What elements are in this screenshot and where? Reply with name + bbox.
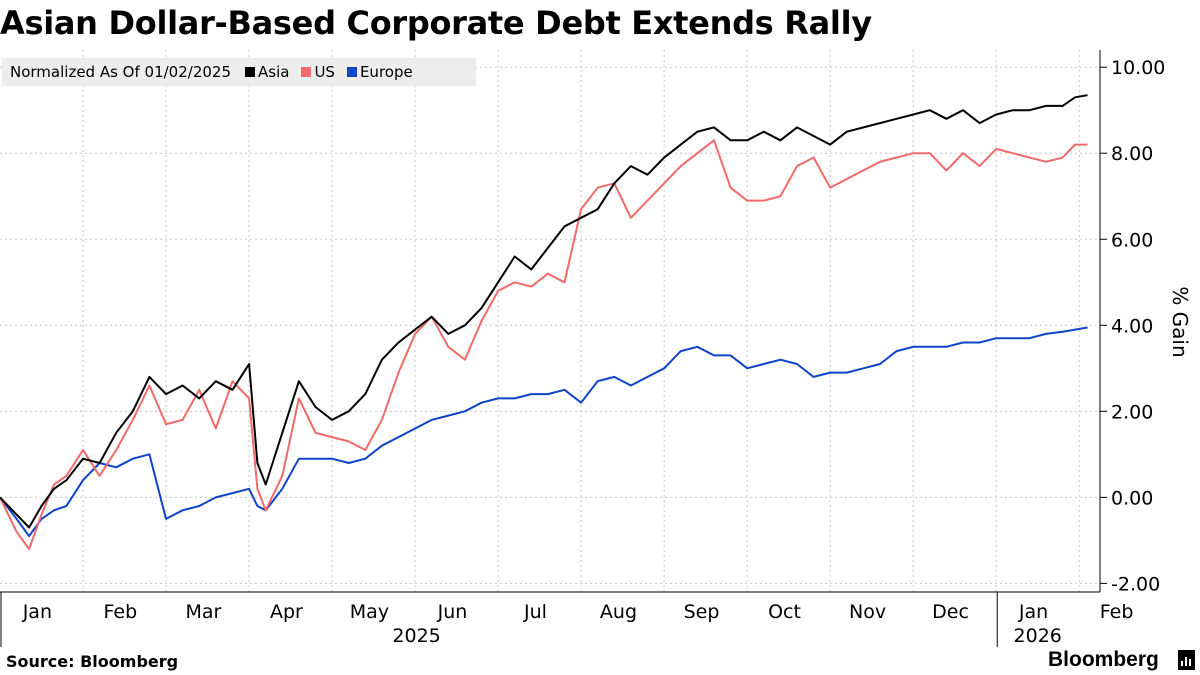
y-tick-label: 6.00 <box>1111 229 1153 251</box>
legend-item-us: US <box>301 63 335 81</box>
x-tick-label: Jan <box>22 601 52 623</box>
legend-item-asia: Asia <box>245 63 289 81</box>
bar-chart-icon <box>1178 650 1195 670</box>
x-tick-label: Oct <box>768 601 801 623</box>
series-line-us <box>0 139 1088 550</box>
series-line-europe <box>0 326 1088 538</box>
x-tick-label: Jan <box>1018 601 1048 623</box>
legend-text-us: US <box>314 63 335 81</box>
axes: 10.00 8.00 6.00 4.00 2.00 0.00 -2.00 Jan Feb Mar A… <box>0 50 1192 647</box>
y-tick-label: 10.00 <box>1111 57 1165 79</box>
legend: Normalized As Of 01/02/2025 Asia US Euro… <box>2 58 476 86</box>
x-tick-label: Sep <box>684 601 720 623</box>
legend-text-asia: Asia <box>258 63 290 81</box>
brand-logo: Bloomberg <box>1048 648 1159 671</box>
legend-item-europe: Europe <box>346 63 413 81</box>
x-tick-label: Nov <box>849 601 886 623</box>
x-tick-label: Apr <box>270 601 303 623</box>
x-tick-label: Mar <box>185 601 221 623</box>
x-year-label: 2026 <box>1014 625 1062 647</box>
series-line-asia <box>0 94 1088 529</box>
y-tick-label: 0.00 <box>1111 487 1153 509</box>
x-tick-label: Dec <box>932 601 969 623</box>
y-tick-label: 4.00 <box>1111 315 1153 337</box>
x-tick-label: Feb <box>1100 601 1134 623</box>
x-tick-label: May <box>350 601 389 623</box>
x-tick-label: Feb <box>104 601 138 623</box>
source-note: Source: Bloomberg <box>6 652 179 671</box>
y-axis-label: % Gain <box>1168 286 1192 357</box>
legend-text-europe: Europe <box>359 63 413 81</box>
x-tick-label: Aug <box>600 601 637 623</box>
y-tick-label: -2.00 <box>1111 573 1160 595</box>
legend-swatch-us <box>301 67 312 77</box>
series-lines <box>0 94 1088 550</box>
y-tick-label: 8.00 <box>1111 143 1153 165</box>
x-tick-label: Jun <box>437 601 468 623</box>
x-year-label: 2025 <box>392 625 440 647</box>
x-tick-label: Jul <box>523 601 547 623</box>
grid <box>0 50 1100 592</box>
legend-swatch-asia <box>245 67 255 77</box>
legend-swatch-europe <box>346 67 357 77</box>
y-tick-label: 2.00 <box>1111 401 1153 423</box>
chart-title: Asian Dollar-Based Corporate Debt Extend… <box>0 4 872 42</box>
legend-label: Normalized As Of 01/02/2025 <box>10 63 231 81</box>
